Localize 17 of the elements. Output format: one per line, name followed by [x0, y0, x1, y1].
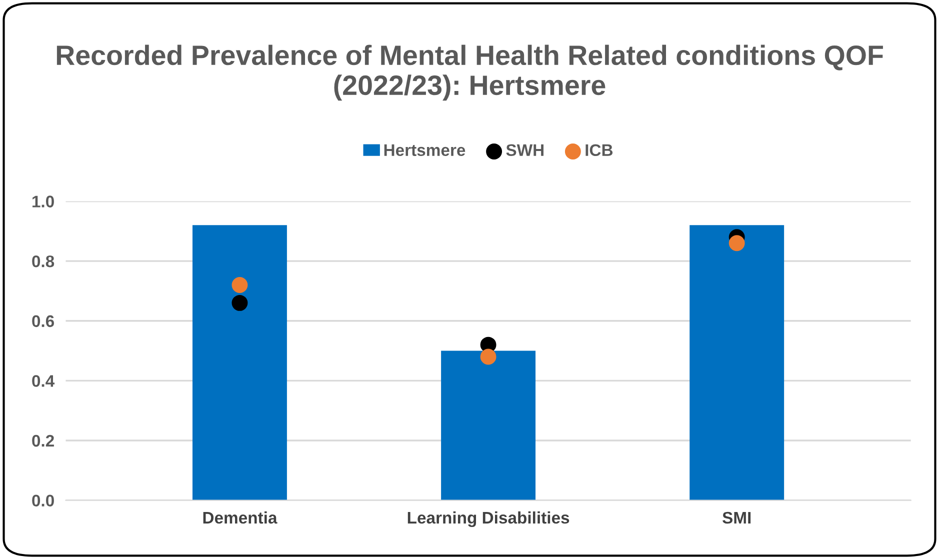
x-tick-label: SMI — [722, 512, 751, 524]
point — [728, 235, 745, 252]
legend-label: Hertsmere — [384, 144, 466, 156]
y-tick-label: 0.4 — [32, 375, 55, 387]
x-tick-label: Dementia — [203, 511, 278, 524]
x-tick-label: Learning Disabilities — [408, 511, 570, 528]
point — [480, 348, 496, 365]
y-tick-label: 0.8 — [32, 255, 54, 268]
point — [232, 277, 248, 293]
y-tick-label: 1.0 — [32, 196, 54, 208]
point — [232, 294, 248, 311]
y-tick-label: 0.6 — [32, 315, 54, 328]
legend-label: ICB — [586, 144, 613, 156]
legend-label: SWH — [506, 144, 544, 156]
y-tick-label: 0.0 — [32, 494, 54, 507]
y-tick-label: 0.2 — [32, 434, 54, 447]
chart-title: Recorded Prevalence of Mental Health Related conditions QOF (2022/23): Hertsmere — [56, 44, 883, 101]
